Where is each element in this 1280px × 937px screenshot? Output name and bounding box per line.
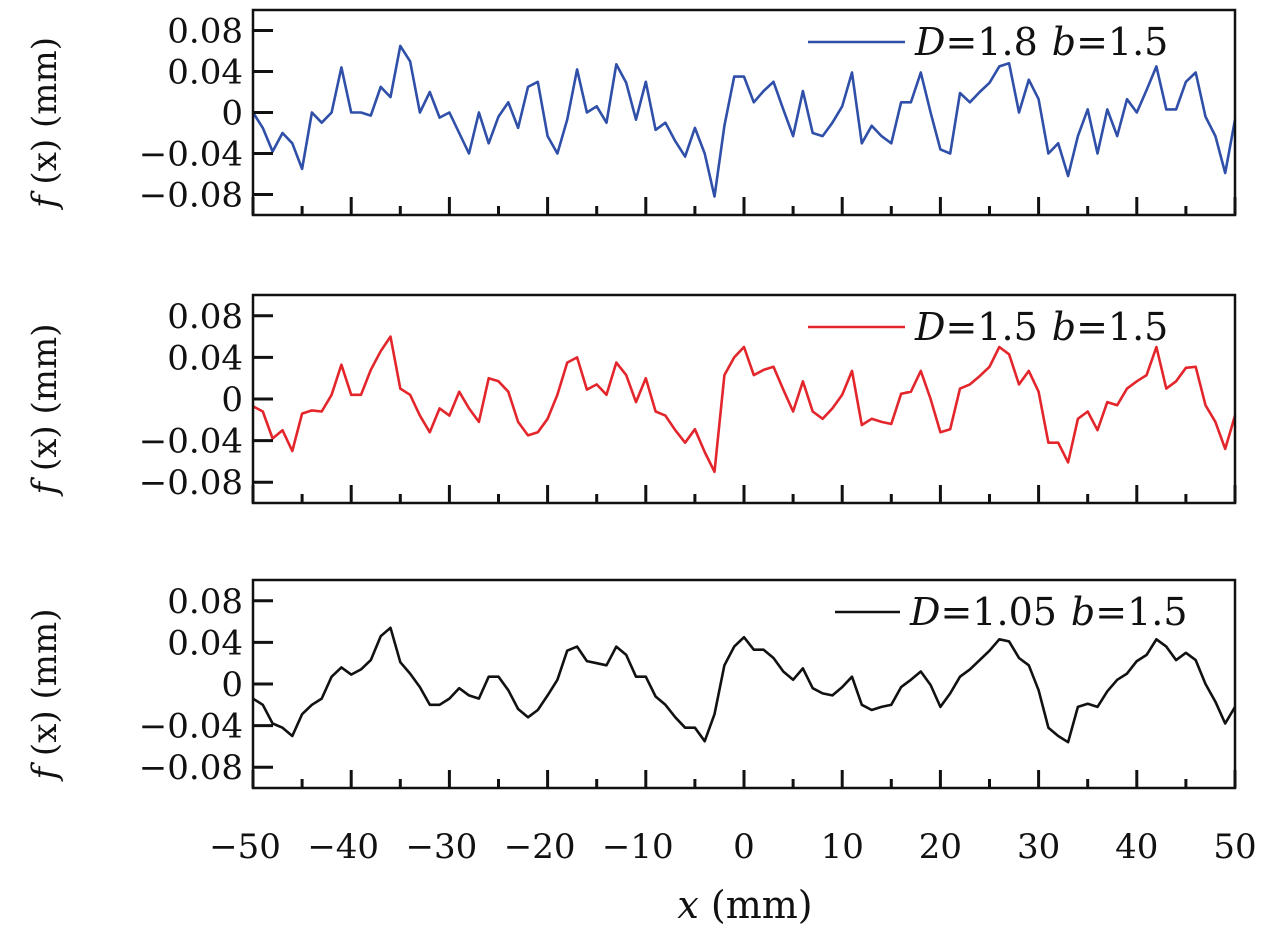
x-tick-label: 0 — [733, 827, 755, 867]
y-tick-label: −0.08 — [139, 463, 243, 503]
x-tick-label: −40 — [307, 827, 379, 867]
y-tick-label: 0 — [221, 665, 243, 705]
legend: D=1.05 b=1.5 — [835, 590, 1188, 634]
legend: D=1.8 b=1.5 — [808, 20, 1168, 64]
legend-label: D=1.05 b=1.5 — [909, 590, 1188, 634]
legend-label: D=1.5 b=1.5 — [914, 305, 1168, 349]
series-line-3 — [252, 626, 1237, 744]
series-line-1 — [251, 44, 1237, 198]
x-tick-label: −30 — [406, 827, 478, 867]
x-tick-label: −20 — [504, 827, 576, 867]
x-tick-labels: −50 −40 −30 −20 −10 0 10 20 30 40 50 — [209, 827, 1257, 867]
x-tick-label: 50 — [1213, 827, 1256, 867]
x-tick-label: −10 — [602, 827, 674, 867]
x-axis-label: x (mm) — [677, 883, 812, 927]
panel-1: 0.080.040−0.04−0.08 f (x) (mm) D=1.8 b=1.5 — [25, 8, 1237, 217]
x-tick-label: 20 — [919, 827, 962, 867]
panel-2: 0.080.040−0.04−0.08 f (x) (mm) D=1.5 b=1.5 — [25, 293, 1237, 505]
x-tick-label: 30 — [1017, 827, 1060, 867]
y-tick-label: 0 — [221, 94, 243, 134]
y-tick-label: 0.04 — [167, 623, 243, 663]
y-tick-label: −0.04 — [139, 707, 243, 747]
y-tick-label: 0 — [221, 380, 243, 420]
y-tick-label: −0.04 — [139, 422, 243, 462]
legend: D=1.5 b=1.5 — [808, 305, 1168, 349]
y-tick-label: 0.08 — [167, 12, 243, 52]
y-axis-label: f (x) (mm) — [25, 37, 65, 211]
y-tick-label: 0.08 — [167, 297, 243, 337]
panel-3: 0.080.040−0.04−0.08 f (x) (mm) D=1.05 b=1.5 — [25, 578, 1237, 790]
y-tick-label: 0.04 — [167, 53, 243, 93]
series-line-2 — [252, 335, 1237, 474]
legend-label: D=1.8 b=1.5 — [914, 20, 1168, 64]
y-tick-label: −0.04 — [139, 135, 243, 175]
y-tick-label: −0.08 — [139, 176, 243, 216]
y-axis-label: f (x) (mm) — [25, 609, 65, 783]
y-tick-label: −0.08 — [139, 748, 243, 788]
y-axis-label: f (x) (mm) — [25, 324, 65, 498]
x-tick-label: 40 — [1115, 827, 1158, 867]
y-tick-label: 0.04 — [167, 338, 243, 378]
x-tick-label: 10 — [821, 827, 864, 867]
y-tick-label: 0.08 — [167, 582, 243, 622]
x-tick-label: −50 — [209, 827, 281, 867]
